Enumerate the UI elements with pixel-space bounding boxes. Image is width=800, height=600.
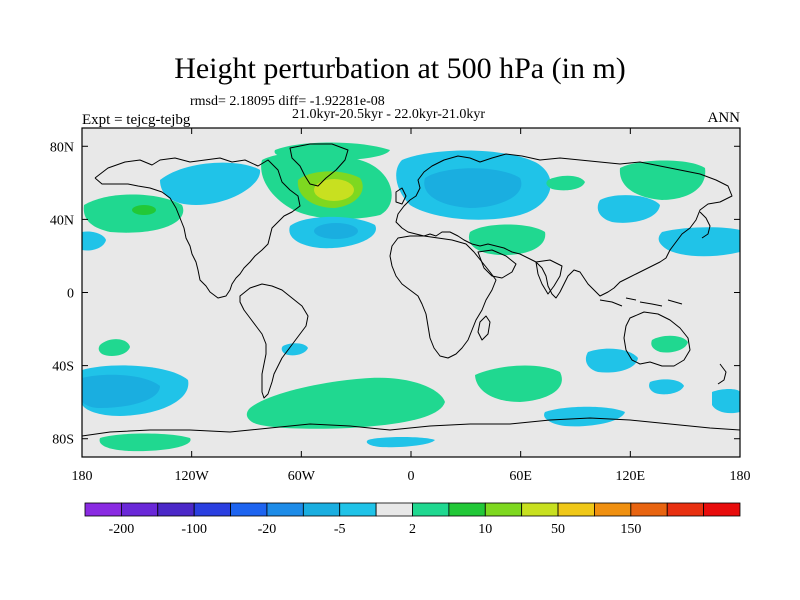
coastline-uk [395, 187, 407, 205]
negative-anomaly-s-pacific-core [82, 374, 160, 408]
lon-tick-label: 120W [175, 469, 210, 484]
colorbar-swatch [375, 502, 413, 517]
colorbar-swatch [521, 502, 559, 517]
colorbar-swatch [193, 502, 231, 517]
colorbar-swatch [557, 502, 595, 517]
longitude-axis: 180 120W 60W 0 60E 120E 180 [72, 128, 751, 484]
negative-anomaly-china [597, 195, 660, 223]
coastline-antarctica [82, 417, 740, 437]
colorbar-swatch [157, 502, 195, 517]
lon-tick-label: 120E [616, 469, 646, 484]
negative-anomaly-antarctica-east [366, 437, 435, 448]
colorbar-swatch [412, 502, 450, 517]
season-label: ANN [707, 110, 741, 126]
lat-tick-label: 40S [52, 360, 74, 375]
colorbar-label: -100 [181, 522, 207, 537]
colorbar-swatch [84, 502, 122, 517]
positive-anomaly-s-pacific [98, 339, 130, 356]
positive-anomaly-antarctica-west [99, 433, 191, 452]
negative-anomaly-n-pacific-east [658, 227, 740, 257]
negative-anomaly-australia-south [649, 379, 684, 395]
negative-anomaly-alaska [160, 162, 261, 205]
negative-anomaly-e-pacific [82, 231, 106, 251]
positive-anomaly-n-atlantic-core [314, 179, 354, 201]
lat-tick-label: 80N [50, 140, 74, 155]
colorbar-swatch [630, 502, 668, 517]
negative-anomaly-s-ocean [544, 406, 625, 427]
colorbar-swatch [266, 502, 304, 517]
positive-anomaly-middle-east [468, 224, 546, 256]
colorbar-swatch [120, 502, 159, 517]
anomaly-fills [82, 142, 740, 452]
coastline-south-america [239, 283, 309, 399]
coastline-new-zealand [717, 363, 727, 385]
colorbar-label: -20 [258, 522, 277, 537]
negative-anomaly-europe-asia-core [424, 168, 522, 208]
negative-anomaly-se-pacific [712, 389, 740, 414]
coastline-madagascar [477, 315, 491, 341]
positive-anomaly-australia [651, 335, 688, 353]
colorbar: -200 -100 -20 -5 2 10 50 150 [84, 502, 741, 537]
colorbar-swatch [484, 502, 523, 517]
coastline-japan [699, 211, 711, 239]
colorbar-label: 150 [620, 522, 641, 537]
coastlines [82, 143, 740, 437]
stats-line: rmsd= 2.18095 diff= -1.92281e-08 [190, 94, 385, 109]
lat-tick-label: 80S [52, 433, 74, 448]
positive-anomaly-s-atlantic [246, 377, 445, 429]
lat-tick-label: 40N [50, 213, 74, 228]
colorbar-label: 10 [478, 522, 492, 537]
colorbar-swatch [594, 502, 632, 517]
coastline-africa [389, 235, 497, 359]
latitude-axis: 80N 40N 0 40S 80S [50, 140, 740, 448]
colorbar-label: -5 [334, 522, 346, 537]
negative-anomaly-s-america [281, 343, 308, 356]
experiment-label: Expt = tejcg-tejbg [82, 112, 191, 128]
positive-anomaly-n-pacific [83, 194, 184, 233]
colorbar-swatch [230, 502, 268, 517]
positive-anomaly-s-indian [475, 365, 562, 402]
colorbar-swatch [703, 502, 741, 517]
colorbar-swatch [666, 502, 705, 517]
plot-title: Height perturbation at 500 hPa (in m) [174, 52, 626, 85]
period-label: 21.0kyr-20.5kyr - 22.0kyr-21.0kyr [292, 107, 486, 122]
colorbar-label: -200 [109, 522, 135, 537]
lon-tick-label: 60W [288, 469, 316, 484]
colorbar-label: 50 [551, 522, 565, 537]
positive-anomaly-core [132, 205, 156, 215]
coastline-australia [623, 311, 691, 367]
coastline-indonesia [599, 297, 683, 307]
positive-anomaly-siberia [546, 175, 585, 191]
coastline-arabia [477, 249, 517, 279]
lat-tick-label: 0 [67, 287, 74, 302]
coastline-greenland [289, 143, 349, 187]
colorbar-label: 2 [409, 522, 416, 537]
coastline-north-america [94, 157, 301, 299]
colorbar-swatch [302, 502, 341, 517]
lon-tick-label: 180 [730, 469, 751, 484]
lon-tick-label: 60E [509, 469, 532, 484]
lon-tick-label: 0 [408, 469, 415, 484]
colorbar-swatch [448, 502, 486, 517]
negative-anomaly-w-atlantic-core [314, 223, 358, 239]
negative-anomaly-s-indian [585, 348, 638, 373]
lon-tick-label: 180 [72, 469, 93, 484]
colorbar-swatch [339, 502, 377, 517]
coastline-eurasia [395, 153, 733, 299]
coastline-india [535, 259, 563, 295]
positive-anomaly-arctic [274, 142, 390, 161]
